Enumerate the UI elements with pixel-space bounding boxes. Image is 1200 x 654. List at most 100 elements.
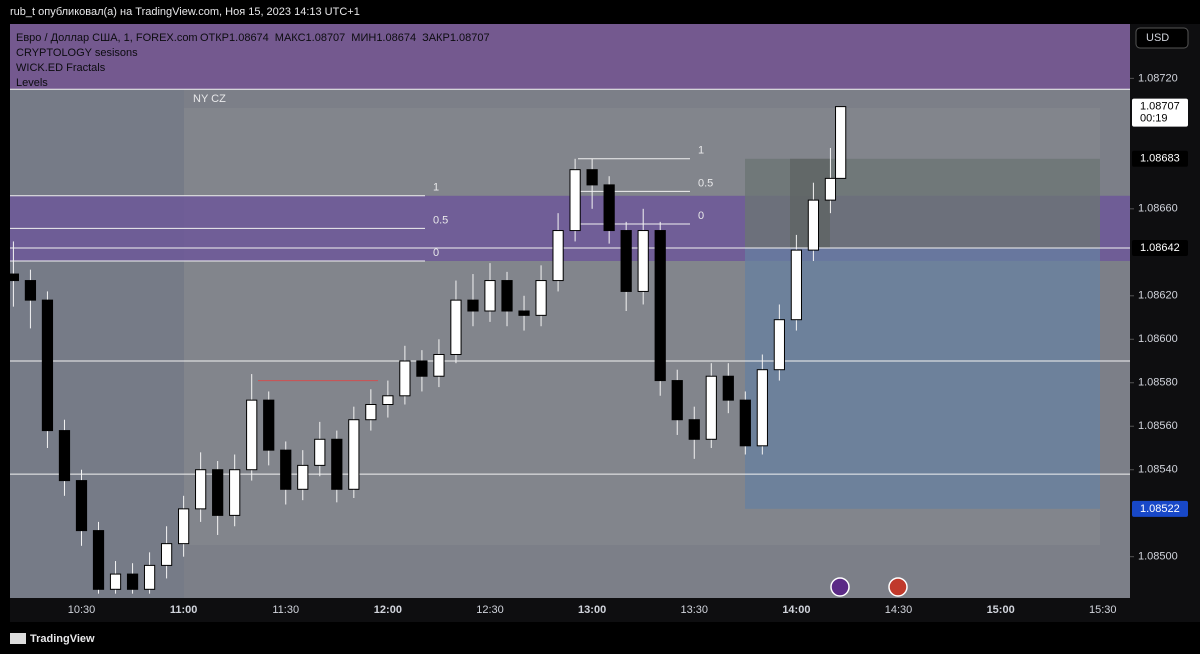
ohlc-label: ЗАКР: [422, 32, 450, 44]
candle-body: [143, 564, 156, 590]
ohlc-value: 1.08674: [229, 32, 269, 44]
candle-body: [824, 177, 837, 201]
candle-body: [569, 169, 581, 232]
position-stop: [745, 247, 1100, 509]
x-tick-label: 13:00: [578, 604, 606, 616]
candle-body: [637, 230, 649, 292]
candle-body: [126, 573, 139, 590]
candle-body: [773, 319, 785, 371]
candle-body: [705, 375, 717, 440]
candle-body: [501, 280, 513, 312]
y-tick-label: 1.08540: [1138, 464, 1178, 476]
candle-body: [348, 419, 360, 490]
ohlc-label: МИН: [351, 32, 376, 44]
y-tick-label: 1.08500: [1138, 551, 1178, 563]
candle-body: [739, 399, 751, 447]
session-label: NY CZ: [193, 93, 226, 105]
x-tick-label: 14:00: [782, 604, 810, 616]
candle-body: [382, 395, 394, 405]
countdown: 00:19: [1140, 113, 1168, 125]
indicator-label: WICK.ED Fractals: [16, 62, 106, 74]
candle-body: [518, 310, 530, 316]
ohlc-value: 1.08707: [306, 32, 346, 44]
candle-body: [365, 403, 377, 421]
last-price-label: 1.08707: [1140, 101, 1180, 113]
candle-body: [7, 273, 20, 282]
brand: TradingView: [30, 633, 95, 645]
target-badge: [1132, 150, 1188, 167]
legend-title: Евро / Доллар США, 1, FOREX.com: [16, 32, 198, 44]
candle-body: [41, 299, 54, 432]
last-price-badge: [1132, 98, 1188, 127]
candle-body: [92, 530, 105, 590]
x-tick-label: 11:00: [170, 604, 198, 616]
candle-body: [450, 299, 462, 355]
candle-body: [195, 469, 207, 510]
candle-body: [654, 230, 666, 382]
entry-badge-label: 1.08642: [1140, 242, 1180, 254]
candle-body: [722, 375, 734, 401]
x-tick-label: 14:30: [885, 604, 913, 616]
candle-body: [109, 573, 122, 590]
event-icon[interactable]: [830, 577, 850, 597]
flag-icon[interactable]: [888, 577, 908, 597]
x-tick-label: 15:30: [1089, 604, 1117, 616]
candle-body: [280, 449, 292, 490]
candle-body: [331, 438, 343, 490]
stop-badge: [1132, 500, 1188, 517]
session-zone: [10, 24, 1130, 90]
candle-body: [603, 184, 615, 232]
y-tick-label: 1.08660: [1138, 203, 1178, 215]
y-tick-label: 1.08560: [1138, 420, 1178, 432]
candle-body: [433, 353, 445, 377]
candle-body: [58, 430, 71, 482]
x-tick-label: 11:30: [272, 604, 299, 616]
candle-body: [178, 508, 190, 545]
candle-body: [671, 380, 683, 421]
candle-body: [535, 280, 547, 316]
currency-button[interactable]: [1135, 27, 1189, 49]
candle-body: [160, 543, 173, 566]
ohlc-value: 1.08674: [376, 32, 416, 44]
indicator-label: CRYPTOLOGY sesisons: [16, 47, 138, 59]
x-tick-label: 12:00: [374, 604, 402, 616]
candle-body: [467, 299, 479, 312]
candle-body: [212, 469, 224, 516]
candle-body: [416, 360, 428, 377]
candle-body: [229, 469, 241, 516]
y-tick-label: 1.08720: [1138, 72, 1178, 84]
fib-label: 0: [698, 210, 704, 222]
y-tick-label: 1.08620: [1138, 290, 1178, 302]
candle-body: [399, 360, 411, 397]
candle-body: [314, 438, 326, 466]
stop-badge-label: 1.08522: [1140, 503, 1180, 515]
candle-body: [263, 399, 275, 451]
candle-body: [75, 480, 88, 532]
candle-body: [246, 399, 258, 471]
y-tick-label: 1.08580: [1138, 377, 1178, 389]
y-tick-label: 1.08600: [1138, 333, 1178, 345]
ohlc-label: ОТКР: [200, 32, 229, 44]
candle-body: [297, 464, 309, 490]
indicator-label: Levels: [16, 77, 48, 89]
candle-body: [835, 106, 847, 179]
fib-label: 0.5: [433, 214, 448, 226]
fib-label: 0.5: [698, 177, 713, 189]
fib-label: 1: [698, 145, 704, 157]
target-badge-label: 1.08683: [1140, 153, 1180, 165]
candle-body: [620, 230, 632, 292]
fib-label: 0: [433, 247, 439, 259]
x-tick-label: 15:00: [987, 604, 1015, 616]
entry-badge: [1132, 239, 1188, 256]
brand-logo: [10, 633, 26, 644]
candle-body: [790, 249, 802, 321]
candle-body: [484, 280, 496, 312]
ohlc-label: МАКС: [275, 32, 306, 44]
candle-body: [552, 230, 564, 282]
ohlc-value: 1.08707: [450, 32, 490, 44]
currency: USD: [1146, 32, 1169, 44]
x-tick-label: 13:30: [680, 604, 708, 616]
x-tick-label: 10:30: [68, 604, 96, 616]
